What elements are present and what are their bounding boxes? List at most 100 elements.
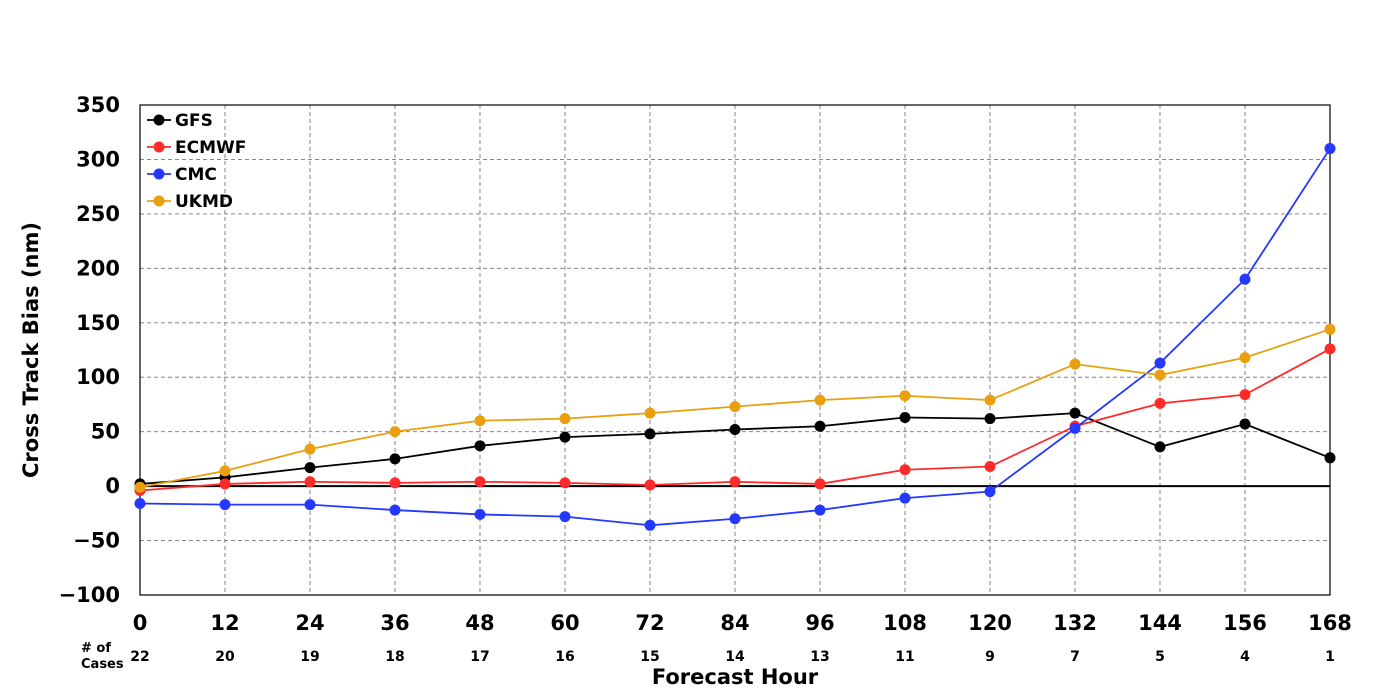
data-point-gfs — [304, 462, 316, 474]
data-point-cmc — [219, 499, 231, 511]
data-point-ukmd — [1324, 323, 1336, 335]
data-point-ukmd — [984, 394, 996, 406]
y-tick-label: 250 — [76, 202, 120, 226]
data-point-gfs — [729, 423, 741, 435]
cases-header-line2: Cases — [81, 657, 124, 672]
data-point-cmc — [1069, 422, 1081, 434]
x-tick-label: 84 — [720, 611, 749, 635]
legend-item-cmc: CMC — [147, 165, 217, 185]
series-layer — [134, 143, 1336, 531]
y-tick-label: 300 — [76, 147, 120, 171]
y-tick-label: 350 — [76, 93, 120, 117]
x-axis-title: Forecast Hour — [652, 665, 819, 689]
data-point-ukmd — [644, 407, 656, 419]
data-point-gfs — [389, 453, 401, 465]
data-point-gfs — [1324, 452, 1336, 464]
y-tick-label: 50 — [91, 420, 120, 444]
data-point-gfs — [984, 413, 996, 425]
data-point-cmc — [984, 486, 996, 498]
data-point-cmc — [899, 492, 911, 504]
cases-count: 11 — [895, 649, 914, 665]
x-tick-label: 108 — [883, 611, 927, 635]
data-point-ukmd — [304, 443, 316, 455]
legend: GFS ECMWF CMC UKMD — [147, 111, 246, 212]
data-point-ukmd — [814, 394, 826, 406]
x-tick-label: 72 — [635, 611, 664, 635]
data-point-cmc — [729, 513, 741, 525]
x-tick-label: 168 — [1308, 611, 1352, 635]
legend-marker-gfs — [153, 114, 165, 126]
data-point-ukmd — [1154, 369, 1166, 381]
legend-item-ecmwf: ECMWF — [147, 138, 246, 158]
legend-label-gfs: GFS — [175, 111, 213, 131]
cases-count: 18 — [385, 649, 404, 665]
data-point-cmc — [644, 519, 656, 531]
x-tick-label: 96 — [805, 611, 834, 635]
data-point-ecmwf — [1324, 343, 1336, 355]
cases-count: 22 — [130, 649, 149, 665]
cases-count: 4 — [1240, 649, 1250, 665]
data-point-gfs — [1239, 418, 1251, 430]
y-tick-label: −50 — [73, 529, 120, 553]
cases-count: 19 — [300, 649, 319, 665]
legend-marker-ecmwf — [153, 141, 165, 153]
series-cmc — [134, 143, 1336, 531]
cases-count: 9 — [985, 649, 995, 665]
data-point-ukmd — [1239, 352, 1251, 364]
cases-header-line1: # of — [81, 641, 111, 656]
data-point-ecmwf — [729, 476, 741, 488]
y-tick-label: 200 — [76, 256, 120, 280]
data-point-ukmd — [219, 465, 231, 477]
legend-label-ukmd: UKMD — [175, 192, 233, 212]
legend-marker-cmc — [153, 168, 165, 180]
data-point-ukmd — [389, 426, 401, 438]
data-point-ukmd — [134, 481, 146, 493]
x-tick-label: 144 — [1138, 611, 1182, 635]
data-point-ecmwf — [389, 477, 401, 489]
cases-count: 15 — [640, 649, 659, 665]
data-point-cmc — [1324, 143, 1336, 155]
cases-count: 13 — [810, 649, 829, 665]
legend-label-ecmwf: ECMWF — [175, 138, 246, 158]
y-tick-label: 100 — [76, 365, 120, 389]
data-point-gfs — [1154, 441, 1166, 453]
x-tick-label: 36 — [380, 611, 409, 635]
data-point-gfs — [814, 420, 826, 432]
data-point-ecmwf — [984, 461, 996, 473]
cases-count: 20 — [215, 649, 235, 665]
data-point-ecmwf — [219, 478, 231, 490]
cases-count: 5 — [1155, 649, 1165, 665]
cases-count: 1 — [1325, 649, 1335, 665]
series-ukmd — [134, 323, 1336, 493]
y-tick-labels: −100 −50 0 50 100 150 200 250 300 350 — [59, 93, 120, 607]
cases-count: 17 — [470, 649, 489, 665]
x-tick-label: 132 — [1053, 611, 1097, 635]
data-point-cmc — [304, 499, 316, 511]
data-point-ecmwf — [1239, 389, 1251, 401]
data-point-ukmd — [474, 415, 486, 427]
data-point-ukmd — [899, 390, 911, 402]
data-point-ecmwf — [814, 478, 826, 490]
cases-count: 16 — [555, 649, 574, 665]
data-point-cmc — [814, 504, 826, 516]
data-point-gfs — [644, 428, 656, 440]
data-point-cmc — [389, 504, 401, 516]
x-tick-labels: 0 12 24 36 48 60 72 84 96 108 120 132 144 156 168 — [133, 611, 1352, 635]
y-tick-label: 150 — [76, 311, 120, 335]
data-point-cmc — [1154, 357, 1166, 369]
cases-count: 7 — [1070, 649, 1080, 665]
y-tick-label: 0 — [105, 474, 120, 498]
data-point-ukmd — [1069, 358, 1081, 370]
y-tick-label: −100 — [59, 583, 120, 607]
x-tick-label: 48 — [465, 611, 494, 635]
legend-marker-ukmd — [153, 195, 165, 207]
x-tick-label: 12 — [210, 611, 239, 635]
legend-item-gfs: GFS — [147, 111, 213, 131]
x-tick-label: 120 — [968, 611, 1012, 635]
data-point-cmc — [1239, 273, 1251, 285]
data-point-gfs — [474, 440, 486, 452]
x-tick-label: 156 — [1223, 611, 1267, 635]
cases-row: # of Cases 22 20 19 18 17 16 15 14 13 11 9 7 5 4 1 — [81, 641, 1335, 672]
series-ecmwf — [134, 343, 1336, 496]
